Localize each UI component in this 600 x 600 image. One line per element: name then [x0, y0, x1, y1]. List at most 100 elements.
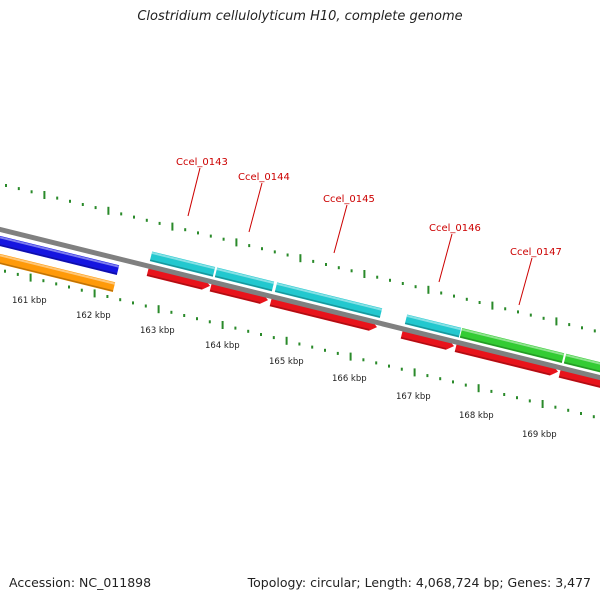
minor-tick	[516, 396, 518, 400]
minor-tick	[504, 307, 507, 311]
gene-leader-line	[518, 257, 533, 306]
minor-tick	[260, 333, 262, 336]
tick-label: 161 kbp	[12, 296, 47, 306]
major-tick	[299, 254, 302, 263]
gene-bar-orange	[0, 251, 116, 292]
tick-label: 168 kbp	[459, 411, 494, 421]
minor-tick	[196, 317, 198, 321]
feature-tracks	[0, 233, 600, 389]
major-tick	[541, 400, 544, 408]
minor-tick	[119, 298, 122, 302]
minor-tick	[208, 320, 211, 324]
minor-tick	[17, 187, 20, 191]
gene-leader-line	[438, 233, 453, 283]
minor-tick	[197, 231, 199, 235]
gene-label: Ccel_0143	[176, 157, 228, 168]
major-tick	[221, 321, 224, 329]
gene-leader-line	[333, 204, 348, 254]
minor-tick	[273, 250, 276, 254]
feature-bar-cyan	[404, 314, 462, 338]
minor-tick	[453, 294, 455, 298]
minor-tick	[592, 415, 595, 419]
minor-tick	[336, 351, 339, 355]
minor-tick	[222, 237, 225, 241]
major-tick	[171, 222, 174, 231]
minor-tick	[106, 295, 109, 298]
minor-tick	[529, 313, 532, 317]
minor-tick	[528, 399, 531, 403]
minor-tick	[375, 361, 378, 365]
minor-tick	[68, 285, 70, 289]
minor-tick	[30, 190, 33, 194]
minor-tick	[312, 259, 315, 263]
major-tick	[555, 317, 558, 326]
major-tick	[491, 301, 494, 310]
major-tick	[285, 336, 288, 345]
minor-tick	[554, 405, 557, 409]
genome-summary-text: Topology: circular; Length: 4,068,724 bp…	[247, 575, 591, 590]
minor-tick	[5, 184, 7, 187]
major-tick	[363, 270, 366, 278]
minor-tick	[69, 199, 71, 203]
minor-tick	[324, 348, 326, 352]
tick-label: 164 kbp	[205, 341, 240, 351]
kbp-tick-labels: 161 kbp 162 kbp 163 kbp 164 kbp 165 kbp 166 k…	[12, 296, 557, 440]
minor-tick	[158, 221, 161, 225]
minor-tick	[581, 326, 583, 330]
minor-tick	[517, 310, 519, 314]
minor-tick	[376, 275, 379, 279]
minor-tick	[183, 314, 186, 317]
tick-label: 166 kbp	[332, 374, 367, 384]
minor-tick	[568, 323, 571, 327]
map-title: Clostridium cellulolyticum H10, complete…	[137, 9, 463, 24]
minor-tick	[234, 326, 237, 330]
minor-tick	[593, 329, 596, 333]
gene-label: Ccel_0147	[510, 247, 562, 258]
major-tick	[93, 289, 96, 298]
outer-tick-track	[5, 184, 596, 333]
minor-tick	[439, 377, 442, 381]
feature-bar-green	[459, 328, 565, 363]
minor-tick	[247, 329, 250, 333]
minor-tick	[388, 364, 390, 368]
minor-tick	[325, 263, 327, 266]
minor-tick	[337, 266, 340, 270]
tick-label: 162 kbp	[76, 311, 111, 321]
minor-tick	[362, 358, 365, 362]
minor-tick	[145, 218, 148, 222]
minor-tick	[170, 310, 173, 314]
minor-tick	[56, 196, 59, 200]
major-tick	[349, 352, 352, 361]
minor-tick	[286, 253, 289, 257]
gene-label: Ccel_0146	[429, 223, 481, 234]
minor-tick	[272, 336, 275, 340]
minor-tick	[400, 367, 403, 371]
major-tick	[107, 206, 110, 215]
gene-leader-line	[187, 167, 201, 217]
feature-bar-green	[563, 353, 600, 375]
gene-label: Ccel_0145	[323, 194, 375, 205]
tick-label: 165 kbp	[269, 357, 304, 367]
minor-tick	[478, 301, 481, 304]
minor-tick	[490, 389, 493, 393]
minor-tick	[184, 228, 187, 232]
inner-tick-track	[4, 269, 595, 419]
minor-tick	[464, 383, 467, 387]
minor-tick	[55, 282, 58, 286]
minor-tick	[414, 285, 417, 289]
gene-bar-blue	[0, 233, 120, 275]
gene-label: Ccel_0144	[238, 172, 290, 183]
minor-tick	[4, 269, 6, 273]
minor-tick	[132, 301, 134, 305]
feature-bar-cyan	[214, 267, 275, 292]
minor-tick	[580, 412, 582, 415]
gene-labels: Ccel_0143 Ccel_0144 Ccel_0145 Ccel_0146 Ccel…	[176, 157, 562, 306]
minor-tick	[389, 278, 391, 282]
minor-tick	[542, 316, 545, 320]
minor-tick	[261, 247, 263, 251]
major-tick	[427, 285, 430, 294]
feature-bar-cyan	[274, 282, 383, 318]
minor-tick	[144, 304, 147, 308]
major-tick	[235, 238, 238, 247]
